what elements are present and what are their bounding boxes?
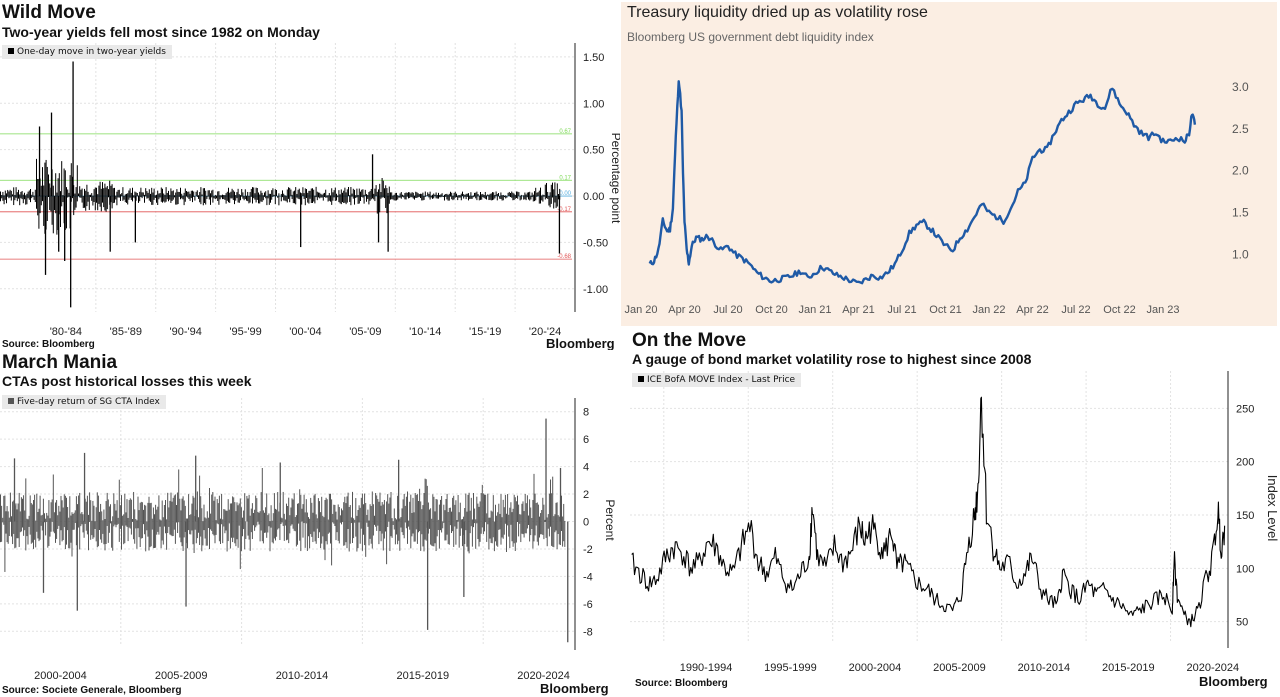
cta-y-tick-label: 4 [583,462,589,474]
cta-x-tick-label: 2020-2024 [517,670,570,682]
march-mania-chart: 8 6 4 2 0 -2 -4 -6 -8 2000-2004 2005-2009 2010-2014… [0,398,617,682]
wild-move-chart: 1.50 1.00 0.50 0.00 -0.50 -1.00 '80-'84 '85-'89… [0,43,620,338]
march-mania-subtitle: CTAs post historical losses this week [2,373,252,389]
wild-y-tick-label: 1.50 [583,52,604,64]
march-mania-legend-label: Five-day return of SG CTA Index [17,397,160,407]
treasury-x-tick-label: Jan 23 [1146,304,1179,316]
treasury-x-tick-label: Apr 21 [842,304,874,316]
wild-y-tick-label: 1.00 [583,98,604,110]
wild-y-axis-title: Percentage point [609,133,620,224]
wild-x-tick-label: '15-'19 [469,326,501,338]
move-y-tick-label: 200 [1236,457,1254,469]
wild-y-tick-label: 0.50 [583,145,604,157]
march-mania-panel: March Mania CTAs post historical losses … [0,350,620,697]
wild-move-legend-label: One-day move in two-year yields [17,47,166,57]
cta-y-tick-label: 6 [583,434,589,446]
treasury-y-tick-label: 2.5 [1232,122,1249,136]
treasury-panel: Treasury liquidity dried up as volatilit… [621,2,1277,326]
wild-x-tick-label: '95-'99 [229,326,261,338]
wild-move-brand: Bloomberg [546,336,615,350]
on-the-move-chart: 250 200 150 100 50 1990-1994 1995-1999 2000-200… [630,371,1280,674]
cta-x-tick-label: 2005-2009 [155,670,208,682]
march-mania-source: Source: Societe Generale, Bloomberg [2,685,182,696]
treasury-subtitle: Bloomberg US government debt liquidity i… [627,30,874,44]
treasury-x-tick-label: Oct 22 [1103,304,1135,316]
move-x-tick-label: 2010-2014 [1018,662,1071,674]
treasury-x-tick-label: Jan 21 [798,304,831,316]
wild-move-panel: Wild Move Two-year yields fell most sinc… [0,0,620,350]
wild-reference-label: 0.67 [559,129,571,135]
move-y-tick-label: 50 [1236,617,1248,629]
cta-y-tick-label: -2 [583,544,593,556]
on-the-move-title: On the Move [632,330,747,351]
cta-y-tick-label: 0 [583,517,589,529]
cta-y-tick-label: -6 [583,599,593,611]
move-y-tick-label: 100 [1236,563,1254,575]
wild-move-subtitle: Two-year yields fell most since 1982 on … [2,24,320,40]
on-the-move-legend: ICE BofA MOVE Index - Last Price [632,373,802,387]
cta-x-tick-label: 2010-2014 [276,670,329,682]
move-x-tick-label: 2020-2024 [1186,662,1239,674]
wild-y-tick-label: -1.00 [583,284,608,296]
treasury-y-tick-label: 1.0 [1232,247,1249,261]
on-the-move-subtitle: A gauge of bond market volatility rose t… [632,351,1032,367]
move-line [631,396,1226,628]
move-x-tick-label: 2005-2009 [933,662,986,674]
treasury-x-tick-label: Jan 22 [972,304,1005,316]
treasury-x-tick-label: Oct 20 [755,304,787,316]
move-x-tick-label: 1990-1994 [680,662,733,674]
move-x-tick-label: 1995-1999 [764,662,817,674]
treasury-y-tick-label: 2.0 [1232,164,1249,178]
cta-y-axis-title: Percent [603,499,617,541]
wild-reference-label: 0.00 [559,191,571,197]
treasury-x-tick-label: Apr 20 [668,304,700,316]
wild-reference-label: -0.17 [557,207,571,213]
treasury-x-tick-label: Apr 22 [1016,304,1048,316]
wild-move-title: Wild Move [2,2,96,23]
cta-x-tick-label: 2000-2004 [34,670,87,682]
march-mania-brand: Bloomberg [540,681,609,696]
treasury-title: Treasury liquidity dried up as volatilit… [627,4,928,21]
treasury-x-tick-label: Jan 20 [624,304,657,316]
move-y-tick-label: 250 [1236,403,1254,415]
cta-x-tick-label: 2015-2019 [396,670,449,682]
on-the-move-panel: On the Move A gauge of bond market volat… [630,328,1280,697]
cta-y-tick-label: -4 [583,571,593,583]
cta-y-tick-label: -8 [583,626,593,638]
treasury-x-tick-label: Jul 21 [887,304,916,316]
wild-x-tick-label: '10-'14 [409,326,441,338]
wild-move-legend: One-day move in two-year yields [2,45,172,59]
treasury-y-tick-label: 3.0 [1232,80,1249,94]
treasury-chart: 3.0 2.5 2.0 1.5 1.0 Jan 20 Apr 20 Jul 20 Oct 20 J… [624,80,1249,316]
move-x-tick-label: 2015-2019 [1102,662,1155,674]
wild-x-tick-label: '80-'84 [50,326,82,338]
march-mania-title: March Mania [2,352,118,373]
wild-y-tick-label: -0.50 [583,237,608,249]
wild-x-tick-label: '90-'94 [170,326,202,338]
move-y-axis-title: Index Level [1265,475,1280,542]
wild-y-tick-label: 0.00 [583,191,604,203]
wild-x-tick-label: '00-'04 [289,326,321,338]
cta-y-tick-label: 2 [583,489,589,501]
on-the-move-source: Source: Bloomberg [635,678,728,689]
march-mania-legend: Five-day return of SG CTA Index [2,395,166,409]
treasury-x-tick-label: Jul 20 [713,304,742,316]
treasury-line [648,80,1197,285]
treasury-y-tick-label: 1.5 [1232,206,1249,220]
wild-reference-label: 0.17 [559,175,571,181]
cta-y-tick-label: 8 [583,407,589,419]
wild-move-source: Source: Bloomberg [2,339,95,350]
on-the-move-legend-label: ICE BofA MOVE Index - Last Price [647,375,796,385]
treasury-x-tick-label: Jul 22 [1061,304,1090,316]
on-the-move-brand: Bloomberg [1199,674,1268,689]
wild-x-tick-label: '05-'09 [349,326,381,338]
wild-x-tick-label: '85-'89 [110,326,142,338]
move-x-tick-label: 2000-2004 [849,662,902,674]
wild-x-tick-label: '20-'24 [529,326,561,338]
move-y-tick-label: 150 [1236,510,1254,522]
treasury-x-tick-label: Oct 21 [929,304,961,316]
wild-reference-label: -0.68 [557,254,571,260]
